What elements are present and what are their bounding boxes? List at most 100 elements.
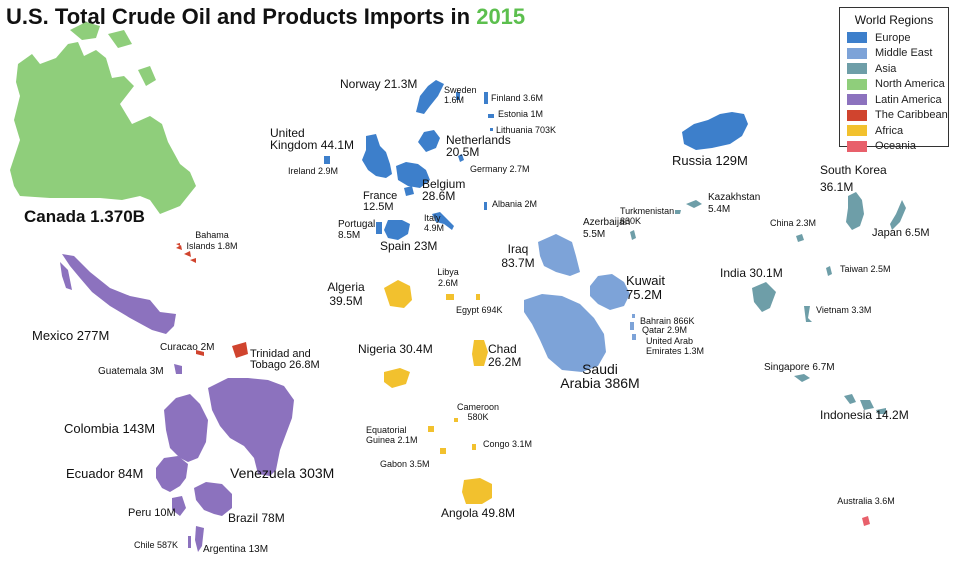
- country-label-ireland: Ireland 2.9M: [288, 166, 338, 176]
- country-label-bahrain: Bahrain 866K: [640, 316, 695, 326]
- legend-item-oceania: Oceania: [840, 139, 948, 155]
- country-label-brazil: Brazil 78M: [228, 511, 285, 525]
- country-label-line: Estonia 1M: [498, 109, 543, 119]
- country-label-line: Chad: [488, 342, 517, 356]
- country-label-libya: Libya 2.6M: [437, 267, 459, 288]
- country-label-line: Indonesia 14.2M: [820, 408, 909, 422]
- country-shape-uae: [632, 334, 636, 340]
- country-shape-canada: [108, 30, 132, 48]
- country-label-ecuador: Ecuador 84M: [66, 466, 143, 481]
- country-label-line: Egypt 694K: [456, 305, 503, 315]
- country-label-line: 4.9M: [424, 223, 444, 233]
- legend-label: Europe: [875, 31, 911, 44]
- country-shape-kuwait: [590, 274, 630, 310]
- legend-item-north-america: North America: [840, 77, 948, 93]
- country-label-line: 12.5M: [363, 201, 394, 213]
- legend-swatch: [847, 94, 867, 106]
- country-label-line: Azerbaijan: [583, 217, 630, 228]
- country-label-line: Chile 587K: [134, 540, 178, 550]
- country-shape-brazil: [194, 482, 232, 516]
- country-shape-sweden: [456, 92, 460, 100]
- country-label-line: 8.5M: [338, 230, 360, 241]
- country-shape-south-korea: [846, 192, 864, 230]
- country-label-line: Colombia 143M: [64, 421, 155, 436]
- legend-swatch: [847, 140, 867, 152]
- country-label-bahama: Bahama Islands 1.8M: [186, 230, 237, 251]
- country-shape-netherlands: [418, 130, 440, 152]
- legend-item-caribbean: The Caribbean: [840, 108, 948, 124]
- country-label-line: Albania 2M: [492, 199, 537, 209]
- country-shape-argentina: [195, 526, 204, 552]
- country-label-iraq: Iraq 83.7M: [501, 242, 534, 270]
- country-shape-spain: [384, 220, 410, 240]
- country-label-line: Angola 49.8M: [441, 506, 515, 520]
- country-label-line: Congo 3.1M: [483, 439, 532, 449]
- country-label-line: 1.6M: [444, 95, 464, 105]
- country-label-gabon: Gabon 3.5M: [380, 459, 430, 469]
- country-shape-canada: [138, 66, 156, 86]
- country-label-line: Mexico 277M: [32, 328, 109, 343]
- legend-item-latin-america: Latin America: [840, 92, 948, 108]
- country-shape-kazakhstan: [686, 200, 702, 208]
- country-shape-angola: [462, 478, 492, 504]
- country-label-line: Norway 21.3M: [340, 77, 417, 91]
- country-shape-qatar: [630, 322, 634, 330]
- map-title-year: 2015: [476, 4, 526, 29]
- country-shape-indonesia: [860, 400, 874, 410]
- country-shapes: [10, 22, 906, 552]
- country-label-estonia: Estonia 1M: [498, 109, 543, 119]
- country-label-qatar: Qatar 2.9M: [642, 325, 687, 335]
- legend-item-middle-east: Middle East: [840, 46, 948, 62]
- country-shape-indonesia: [844, 394, 856, 404]
- country-shape-bahama: [190, 258, 196, 263]
- country-label-line: Peru 10M: [128, 507, 176, 519]
- country-label-italy: Italy 4.9M: [424, 213, 444, 233]
- country-label-line: 75.2M: [626, 287, 662, 302]
- country-label-line: Nigeria 30.4M: [358, 342, 433, 356]
- country-label-line: United Arab: [646, 336, 693, 346]
- legend-items: Europe Middle East Asia North America Latin …: [840, 30, 948, 154]
- country-shape-japan: [890, 200, 906, 230]
- country-label-india: India 30.1M: [720, 266, 783, 280]
- country-shape-india: [752, 282, 776, 312]
- country-label-line: Guatemala 3M: [98, 366, 164, 377]
- country-label-line: Emirates 1.3M: [646, 346, 704, 356]
- country-label-line: South Korea: [820, 163, 887, 177]
- legend-swatch: [847, 63, 867, 75]
- legend-item-africa: Africa: [840, 123, 948, 139]
- country-shape-albania: [484, 202, 487, 210]
- country-label-line: United: [270, 126, 305, 140]
- country-label-line: Libya: [437, 267, 459, 277]
- country-label-line: Finland 3.6M: [491, 93, 543, 103]
- country-shape-canada: [10, 42, 196, 214]
- country-label-line: 5.5M: [583, 229, 605, 240]
- legend-swatch: [847, 109, 867, 121]
- country-label-line: Curacao 2M: [160, 342, 214, 353]
- country-shape-bahama: [184, 251, 191, 257]
- country-label-russia: Russia 129M: [672, 153, 748, 168]
- legend-label: North America: [875, 78, 945, 91]
- country-label-angola: Angola 49.8M: [441, 506, 515, 520]
- country-label-line: Turkmenistan: [620, 206, 674, 216]
- legend-label: Africa: [875, 124, 904, 137]
- country-label-portugal: Portugal 8.5M: [338, 219, 375, 241]
- country-shape-congo: [472, 444, 476, 450]
- country-label-line: India 30.1M: [720, 266, 783, 280]
- country-label-vietnam: Vietnam 3.3M: [816, 305, 871, 315]
- country-label-line: 2.6M: [438, 278, 458, 288]
- country-shape-australia: [862, 516, 870, 526]
- country-label-line: Islands 1.8M: [186, 241, 237, 251]
- country-label-uk: United Kingdom 44.1M: [270, 126, 354, 152]
- country-shape-ireland: [324, 156, 330, 164]
- country-label-line: Australia 3.6M: [837, 496, 895, 506]
- country-label-australia: Australia 3.6M: [837, 496, 895, 506]
- legend-label: Latin America: [875, 93, 942, 106]
- country-label-nigeria: Nigeria 30.4M: [358, 342, 433, 356]
- country-shape-lithuania: [490, 128, 493, 131]
- country-label-lithuania: Lithuania 703K: [496, 125, 556, 135]
- country-label-spain: Spain 23M: [380, 239, 437, 253]
- country-shape-indonesia: [876, 408, 886, 414]
- country-shape-egypt: [476, 294, 480, 300]
- country-label-line: Taiwan 2.5M: [840, 264, 891, 274]
- country-label-line: Belgium: [422, 177, 465, 191]
